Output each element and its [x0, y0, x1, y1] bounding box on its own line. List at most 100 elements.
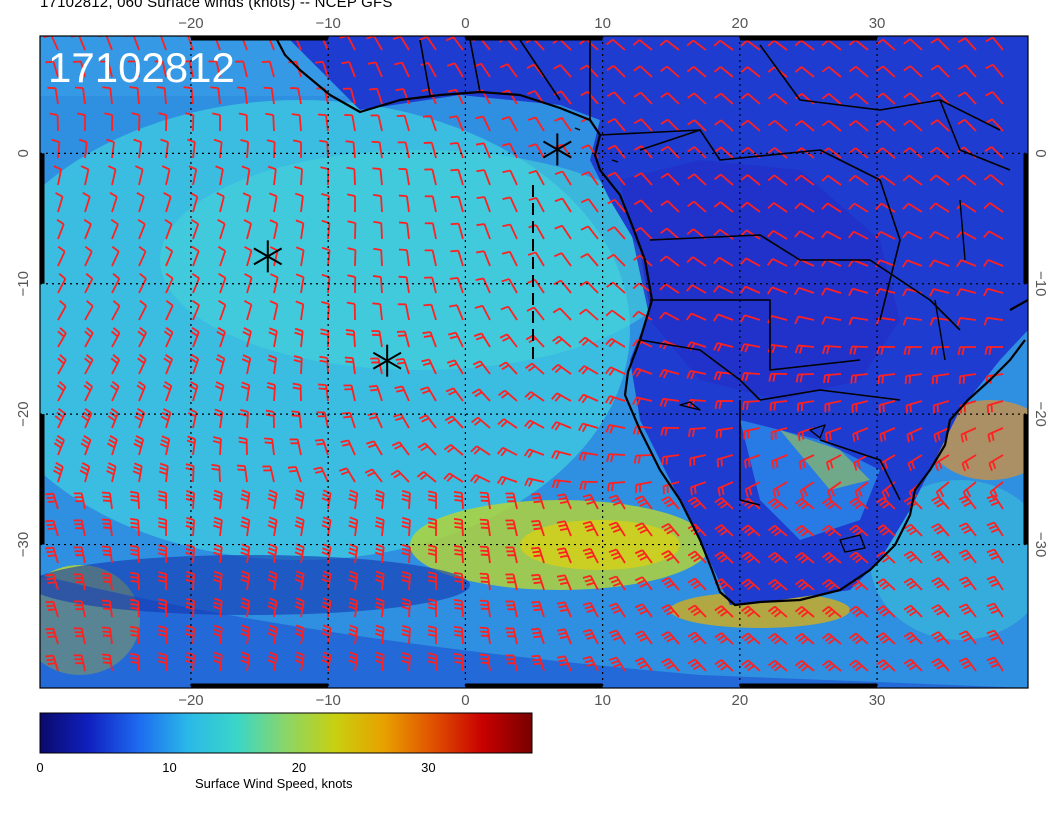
wind-barb: [394, 61, 410, 78]
wind-barb: [659, 255, 680, 267]
wind-barb: [418, 414, 437, 429]
wind-barb: [987, 427, 1004, 443]
wind-barb: [101, 599, 113, 618]
wind-barb: [470, 445, 491, 456]
wind-barbs: [43, 36, 1004, 672]
wind-barb: [394, 385, 410, 402]
wind-barb: [633, 91, 653, 105]
wind-barb: [110, 354, 121, 375]
wind-barb: [848, 39, 869, 51]
wind-barb: [930, 346, 950, 356]
wind-barb: [876, 659, 896, 672]
wind-barb: [73, 546, 86, 564]
wind-barb: [364, 468, 383, 483]
wind-barb: [956, 174, 977, 186]
wind-barb: [156, 86, 167, 105]
wind-barb: [45, 654, 59, 672]
wind-barb: [794, 344, 815, 354]
wind-barb: [448, 115, 464, 132]
wind-barb: [794, 202, 815, 213]
wind-barb: [348, 489, 359, 510]
wind-barb: [374, 624, 385, 645]
wind-barb: [605, 395, 626, 405]
wind-barb: [240, 597, 251, 618]
wind-barb: [876, 578, 896, 591]
wind-barb: [931, 550, 950, 564]
wind-barb: [158, 462, 169, 483]
wind-barb: [191, 272, 200, 294]
wind-barb: [82, 192, 91, 213]
wind-barb: [137, 327, 147, 348]
wind-barb: [290, 87, 302, 105]
wind-barb: [822, 345, 842, 355]
wind-barb: [577, 393, 599, 404]
wind-barb: [106, 138, 115, 159]
wind-barb: [770, 427, 788, 441]
wind-barb: [848, 147, 869, 159]
wind-barb: [931, 604, 950, 618]
wind-barb: [422, 331, 437, 348]
wind-barb: [606, 65, 626, 78]
wind-barb: [243, 246, 253, 267]
wind-barb: [961, 454, 977, 472]
wind-barb: [957, 346, 977, 356]
lon-label-top: 20: [731, 15, 748, 32]
wind-barb: [740, 39, 761, 51]
wind-barb: [479, 653, 491, 672]
wind-barb: [659, 311, 680, 321]
wind-barb: [556, 574, 572, 591]
wind-barb: [635, 481, 653, 493]
wind-barb: [347, 220, 357, 240]
wind-barb: [476, 169, 491, 186]
wind-barb: [497, 418, 518, 429]
wind-barb: [294, 166, 303, 186]
wind-barb: [553, 252, 572, 267]
wind-barb: [660, 118, 680, 132]
wind-barb: [823, 373, 842, 384]
wind-barb: [715, 427, 734, 439]
wind-barb: [345, 140, 356, 159]
wind-barb: [713, 173, 734, 186]
wind-barb: [471, 388, 491, 402]
wind-barb: [163, 353, 173, 375]
wind-barb: [111, 245, 120, 267]
wind-barb: [527, 116, 545, 132]
wind-barb: [849, 345, 869, 355]
wind-barb: [582, 520, 599, 537]
wind-barb: [268, 327, 278, 348]
wind-barb: [550, 421, 572, 431]
wind-barb: [398, 275, 410, 294]
wind-barb: [294, 624, 305, 645]
wind-barb: [767, 119, 788, 132]
wind-barb: [767, 632, 788, 645]
wind-barb: [422, 114, 437, 132]
wind-barb: [84, 354, 94, 375]
wind-barb: [428, 652, 437, 672]
wind-barb: [287, 465, 302, 483]
wind-barb: [130, 625, 140, 645]
wind-barb: [903, 92, 923, 105]
wind-barb: [821, 524, 842, 537]
wind-barb: [986, 548, 1004, 564]
wind-barb: [470, 474, 491, 484]
wind-barb: [213, 138, 223, 159]
wind-barb: [450, 168, 464, 186]
frame-ticks: [39, 35, 1029, 689]
wind-barb: [398, 194, 410, 213]
wind-barb: [374, 597, 385, 618]
wind-barb: [767, 229, 788, 240]
wind-barb: [267, 570, 278, 591]
wind-barb: [449, 141, 464, 159]
wind-barb: [740, 92, 761, 105]
wind-barb: [794, 525, 815, 537]
wind-barb: [740, 66, 761, 78]
wind-barb: [632, 310, 653, 321]
wind-barb: [821, 659, 842, 672]
wind-barb: [930, 119, 950, 132]
wind-barb: [397, 303, 410, 321]
wind-barb: [505, 492, 518, 510]
wind-barb: [102, 86, 113, 105]
axis-labels: −20 −20 −10 −10 0 0 10 10 20 20 30 30 0 0 −10 −10 −20 −20…: [15, 15, 1049, 709]
wind-barb: [633, 454, 653, 464]
wind-barb: [294, 489, 305, 510]
